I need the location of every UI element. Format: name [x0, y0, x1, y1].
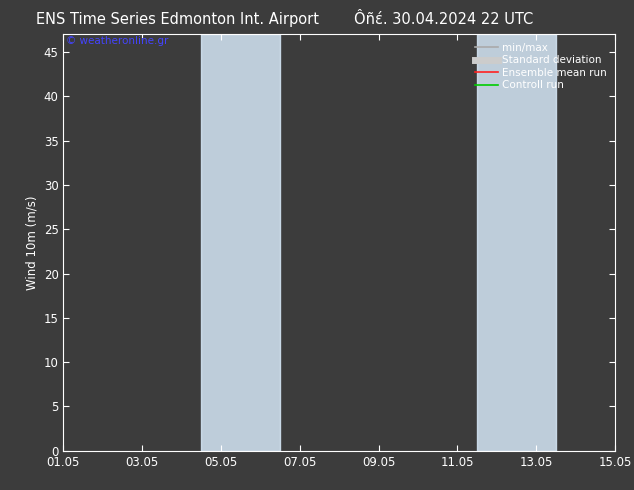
- Legend: min/max, Standard deviation, Ensemble mean run, Controll run: min/max, Standard deviation, Ensemble me…: [472, 40, 610, 94]
- Bar: [202, 34, 280, 451]
- Y-axis label: Wind 10m (m/s): Wind 10m (m/s): [25, 196, 38, 290]
- Text: ENS Time Series Edmonton Int. Airport: ENS Time Series Edmonton Int. Airport: [36, 12, 319, 27]
- Text: © weatheronline.gr: © weatheronline.gr: [66, 36, 169, 47]
- Bar: [477, 34, 556, 451]
- Text: Ôñέ. 30.04.2024 22 UTC: Ôñέ. 30.04.2024 22 UTC: [354, 12, 533, 27]
